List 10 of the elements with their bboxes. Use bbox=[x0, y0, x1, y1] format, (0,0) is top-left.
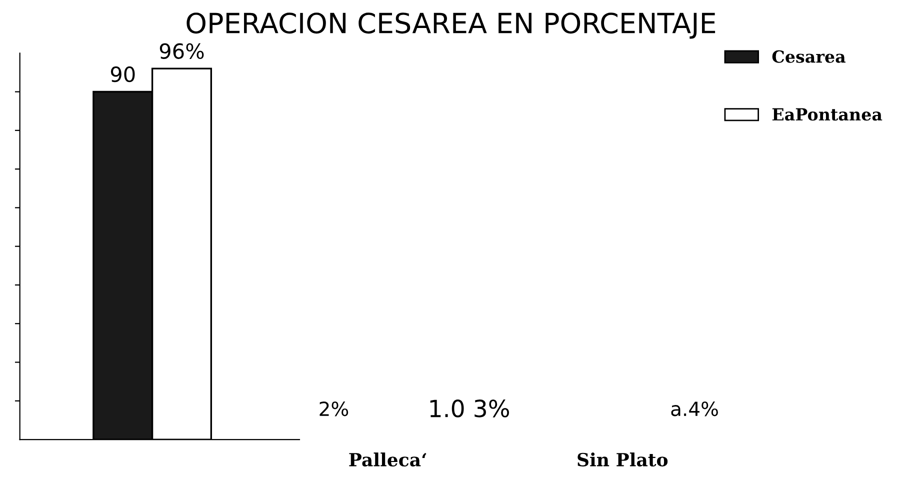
data-label: 90 bbox=[110, 66, 135, 82]
text: a.4% bbox=[671, 401, 718, 416]
text: 1.0 3% bbox=[430, 400, 509, 418]
text: 2% bbox=[320, 401, 348, 416]
text: Sin Plato bbox=[578, 452, 668, 467]
legend-label: EaPontanea bbox=[772, 108, 882, 121]
text: Palleca‘ bbox=[349, 452, 426, 467]
text: OPERACION CESAREA EN PORCENTAJE bbox=[186, 12, 716, 39]
data-label: 96% bbox=[160, 43, 204, 59]
legend-label: Cesarea bbox=[772, 50, 846, 63]
